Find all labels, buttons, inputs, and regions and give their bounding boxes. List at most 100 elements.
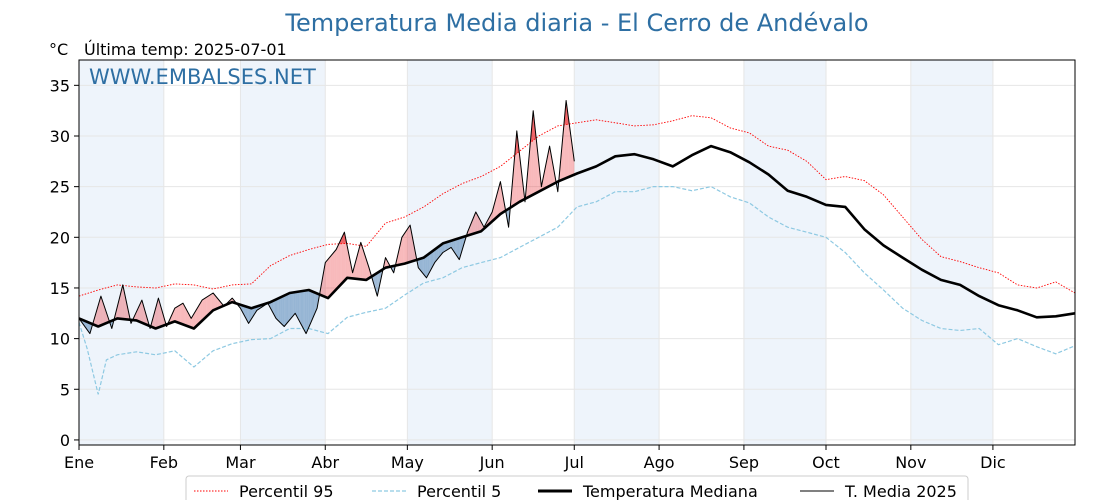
fill-above-median: [496, 191, 498, 218]
fill-above-median: [162, 312, 164, 326]
x-tick-label-ago: Ago: [644, 453, 675, 472]
fill-above-median: [196, 306, 199, 326]
series-percentil-5: [78, 185, 1076, 395]
fill-above-median: [568, 120, 571, 177]
x-tick-label-jul: Jul: [564, 453, 584, 472]
fill-above-median: [206, 296, 208, 317]
fill-above-median: [102, 300, 104, 325]
month-band-ene: [79, 60, 164, 445]
fill-below-median: [296, 291, 298, 319]
fill-above-median: [530, 125, 532, 197]
fill-below-median: [462, 236, 464, 251]
fill-below-median: [449, 240, 452, 249]
fill-below-median: [282, 295, 285, 327]
fill-above-median: [366, 259, 368, 280]
fill-below-median: [378, 271, 380, 290]
fill-below-median: [442, 242, 445, 253]
fill-above-median: [479, 219, 482, 232]
fill-below-median: [453, 239, 456, 254]
fill-above-median: [181, 303, 183, 325]
fill-above-median: [204, 297, 207, 319]
fill-above-median: [330, 254, 333, 296]
fill-below-median: [291, 292, 293, 319]
fill-above-median: [512, 163, 515, 207]
fill-below-median: [88, 322, 90, 334]
x-tick-label-jun: Jun: [479, 453, 505, 472]
fill-above-median: [139, 303, 141, 323]
fill-below-median: [308, 289, 311, 328]
fill-above-median: [492, 206, 494, 222]
fill-above-median: [362, 246, 364, 280]
fill-above-median: [336, 246, 338, 290]
fill-below-median: [278, 297, 281, 323]
fill-above-median: [477, 214, 479, 233]
fill-above-median: [213, 293, 215, 311]
fill-below-median: [452, 239, 454, 252]
x-tick-label-mar: Mar: [225, 453, 256, 472]
fill-above-median: [341, 235, 344, 284]
fill-above-median: [210, 293, 212, 313]
fill-above-median: [548, 146, 550, 187]
fill-above-p95: [566, 100, 568, 125]
fill-above-median: [155, 303, 157, 329]
fill-below-median: [251, 307, 253, 320]
fill-above-median: [347, 245, 349, 278]
fill-below-median: [295, 291, 297, 316]
fill-below-median: [306, 290, 308, 334]
fill-below-median: [444, 242, 446, 252]
fill-above-median: [326, 259, 328, 299]
fill-above-median: [534, 123, 536, 194]
fill-below-median: [314, 292, 316, 315]
fill-above-median: [137, 305, 140, 322]
fill-below-median: [445, 242, 448, 251]
fill-above-median: [546, 152, 549, 188]
fill-below-median: [289, 292, 292, 320]
fill-above-median: [199, 302, 201, 324]
series-lines: [78, 100, 1076, 395]
fill-below-median: [244, 306, 246, 319]
fill-below-median: [448, 241, 450, 250]
fill-above-median: [215, 296, 218, 310]
fill-below-median: [299, 291, 301, 324]
fill-above-median: [471, 218, 474, 235]
fill-above-median: [356, 252, 359, 279]
fill-above-median: [337, 243, 339, 288]
fill-above-median: [328, 257, 330, 299]
fill-above-median: [99, 296, 101, 326]
fill-below-median: [297, 291, 300, 321]
fill-below-median: [436, 247, 438, 261]
fill-above-median: [203, 298, 205, 320]
fill-above-median: [474, 211, 476, 234]
fill-above-median: [185, 308, 188, 326]
fill-above-p95: [341, 235, 344, 244]
y-tick-label: 30: [50, 127, 70, 146]
fill-above-median: [386, 260, 389, 268]
fill-below-median: [438, 245, 441, 258]
fill-above-median: [499, 181, 501, 216]
grid-lines: [78, 60, 1075, 445]
fill-below-median: [307, 289, 309, 331]
fill-below-median: [248, 307, 251, 324]
y-tick-label: 5: [60, 380, 70, 399]
fill-above-median: [343, 232, 345, 283]
fill-below-median: [87, 321, 89, 332]
fill-above-median: [218, 299, 220, 308]
fill-below-median: [288, 293, 290, 322]
fill-above-median: [193, 311, 196, 329]
fill-below-median: [434, 248, 437, 263]
fill-above-median: [158, 298, 160, 328]
fill-above-median: [325, 260, 327, 298]
unit-label: °C: [49, 40, 68, 59]
fill-below-median: [431, 250, 434, 268]
fill-above-median: [332, 252, 334, 294]
y-tick-label: 25: [50, 178, 70, 197]
fill-areas: [79, 100, 575, 334]
fill-below-median: [423, 256, 426, 277]
y-tick-label: 0: [60, 431, 70, 450]
fill-below-median: [419, 258, 422, 272]
y-tick-label: 35: [50, 76, 70, 95]
fill-below-median: [274, 299, 277, 319]
fill-above-median: [334, 249, 337, 291]
fill-above-median: [364, 255, 367, 280]
fill-below-median: [271, 300, 274, 314]
